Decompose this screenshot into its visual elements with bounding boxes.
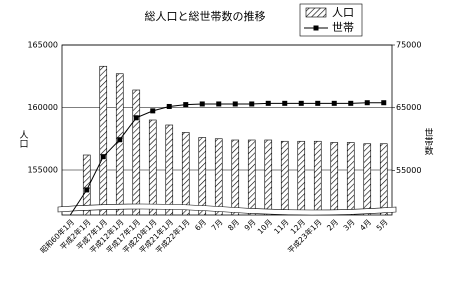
line-marker (199, 101, 205, 107)
chart-title: 総人口と総世帯数の推移 (145, 9, 266, 23)
line-marker (315, 100, 321, 106)
y-tick-label: 160000 (27, 103, 58, 112)
line-marker (216, 101, 222, 107)
line-marker (150, 108, 156, 114)
legend: 人口 世帯 (299, 3, 363, 37)
bar (297, 140, 306, 215)
legend-label: 人口 (332, 6, 354, 19)
bar (363, 143, 372, 215)
line (69, 102, 384, 216)
bar (330, 142, 339, 215)
y2-tick-label: 65000 (396, 103, 421, 112)
axis-break (57, 203, 397, 216)
line-marker (166, 103, 172, 109)
y-tick-label: 155000 (27, 166, 58, 175)
y2-tick-label: 75000 (396, 41, 421, 50)
y2-tick-label: 55000 (396, 166, 421, 175)
y-tick-label: 165000 (27, 41, 58, 50)
line-marker (117, 137, 123, 143)
x-tick-label: 11月 (272, 217, 290, 235)
x-tick-label: 10月 (256, 217, 274, 235)
line-marker (381, 100, 387, 106)
line-marker (298, 100, 304, 106)
bar (115, 73, 124, 215)
y2-axis-label: 世帯数 (423, 127, 434, 156)
bar (231, 139, 240, 215)
line-marker (249, 101, 255, 107)
bar (264, 139, 273, 215)
bar (181, 132, 190, 215)
bar (148, 119, 157, 215)
line-marker (100, 154, 106, 160)
line-marker (183, 102, 189, 108)
x-tick-label: 2月 (325, 217, 340, 232)
x-tick-label: 7月 (210, 217, 225, 232)
bar (165, 124, 174, 215)
plot-area (82, 65, 388, 215)
bar (346, 142, 355, 215)
bar (99, 65, 108, 215)
line-marker (265, 100, 271, 106)
legend-marker (313, 25, 319, 31)
line-marker (331, 100, 337, 106)
x-tick-label: 3月 (342, 217, 357, 232)
legend-swatch (305, 7, 327, 18)
bar (132, 89, 141, 215)
x-tick-label: 5月 (375, 217, 390, 232)
legend-label: 世帯 (332, 21, 354, 34)
line-marker (282, 100, 288, 106)
x-tick-label: 6月 (193, 217, 208, 232)
bar (247, 139, 256, 215)
bar (214, 138, 223, 215)
bar (82, 154, 91, 215)
line-marker (133, 115, 139, 121)
y-axis-label: 人口 (18, 130, 29, 148)
bar (280, 140, 289, 215)
line-marker (364, 100, 370, 106)
line-marker (348, 100, 354, 106)
line-marker (84, 187, 90, 193)
bar (313, 140, 322, 215)
x-tick-label: 8月 (226, 217, 241, 232)
line-marker (232, 101, 238, 107)
x-tick-label: 4月 (358, 217, 373, 232)
bar (198, 137, 207, 215)
bar (379, 143, 388, 215)
plot-frame (61, 44, 393, 216)
